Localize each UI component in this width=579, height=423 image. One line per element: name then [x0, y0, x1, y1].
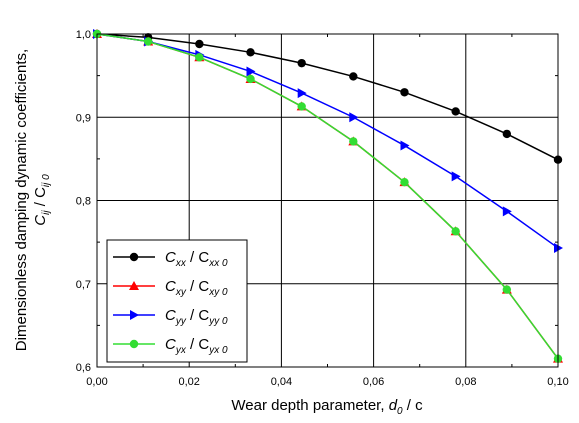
y-tick-label: 0,7	[76, 279, 91, 291]
legend-sub2: xy 0	[208, 287, 228, 298]
legend-sub2: yy 0	[208, 316, 228, 327]
x-axis-title-tail: / c	[403, 397, 424, 414]
x-tick-label: 0,04	[271, 376, 292, 388]
legend-marker	[129, 252, 139, 262]
data-point	[143, 37, 153, 46]
legend-marker	[129, 281, 139, 290]
data-point	[451, 107, 460, 116]
data-point	[349, 72, 358, 81]
y-axis-title-main: C	[32, 215, 49, 226]
legend-box	[106, 239, 248, 363]
legend-label: Cyx / Cyx 0	[165, 336, 228, 356]
x-axis-title: Wear depth parameter, d0 / c	[231, 397, 423, 417]
legend-sub: yx	[175, 345, 187, 356]
legend-sub2: xx 0	[208, 258, 228, 269]
data-point	[195, 39, 204, 49]
legend-marker	[129, 339, 139, 349]
legend-sep: / C	[186, 307, 210, 324]
legend-item: Cxx / Cxx 0	[113, 249, 228, 269]
series-line	[96, 33, 559, 360]
x-axis-title-var: d	[389, 397, 398, 414]
data-point	[349, 137, 358, 146]
legend-item: Cyy / Cyy 0	[113, 307, 228, 327]
y-axis-title-sub2: ij 0	[41, 174, 52, 187]
legend-sub: xy	[175, 287, 187, 298]
y-axis-title-sep: / C	[32, 187, 49, 211]
data-point	[451, 171, 461, 182]
data-point	[502, 285, 512, 294]
data-point	[400, 140, 410, 151]
legend-main: C	[165, 307, 176, 324]
x-axis-title-text: Wear depth parameter,	[231, 397, 388, 414]
data-point	[451, 227, 460, 236]
legend-label: Cxy / Cxy 0	[165, 278, 228, 298]
data-point	[195, 53, 204, 62]
data-point	[246, 74, 255, 84]
data-point	[297, 88, 307, 99]
legend-label: Cyy / Cyy 0	[165, 307, 228, 327]
legend-label: Cxx / Cxx 0	[165, 249, 228, 269]
legend-main: C	[165, 278, 176, 295]
y-axis-title-line1: Dimensionless damping dynamic coefficien…	[13, 49, 30, 351]
data-point	[400, 88, 409, 97]
legend-sep: / C	[186, 336, 210, 353]
x-tick-label: 0,02	[178, 376, 199, 388]
series-1	[92, 29, 563, 164]
x-tick-label: 0,10	[547, 376, 568, 388]
series-line	[96, 33, 559, 249]
legend-sub: yy	[175, 316, 187, 327]
legend-item: Cxy / Cxy 0	[113, 278, 228, 298]
y-tick-label: 0,9	[76, 112, 91, 124]
plot-frame	[96, 33, 559, 368]
y-tick-label: 1,0	[76, 29, 91, 41]
y-axis-title-sub: ij	[41, 210, 52, 215]
x-tick-label: 0,00	[86, 376, 107, 388]
data-point	[297, 102, 306, 111]
data-point	[502, 129, 512, 139]
y-axis-title-line2: Cij / Cij 0	[32, 174, 52, 226]
y-tick-label: 0,8	[76, 196, 91, 208]
data-point	[297, 58, 306, 68]
series-3	[93, 29, 563, 253]
legend-sep: / C	[186, 249, 210, 266]
legend-sub2: yx 0	[208, 345, 228, 356]
data-point	[349, 112, 359, 123]
data-point	[400, 177, 409, 187]
legend-sep: / C	[186, 278, 210, 295]
legend-marker	[130, 310, 139, 320]
series-line	[96, 33, 559, 161]
data-point	[502, 206, 512, 217]
legend-item: Cyx / Cyx 0	[113, 336, 228, 356]
legend-sub: xx	[175, 258, 187, 269]
y-tick-label: 0,6	[76, 362, 91, 374]
data-point	[246, 66, 256, 77]
legend-main: C	[165, 336, 176, 353]
x-axis-title-sub: 0	[397, 406, 403, 417]
x-tick-label: 0,08	[455, 376, 476, 388]
legend-main: C	[165, 249, 176, 266]
data-point	[246, 48, 255, 57]
x-tick-label: 0,06	[363, 376, 384, 388]
